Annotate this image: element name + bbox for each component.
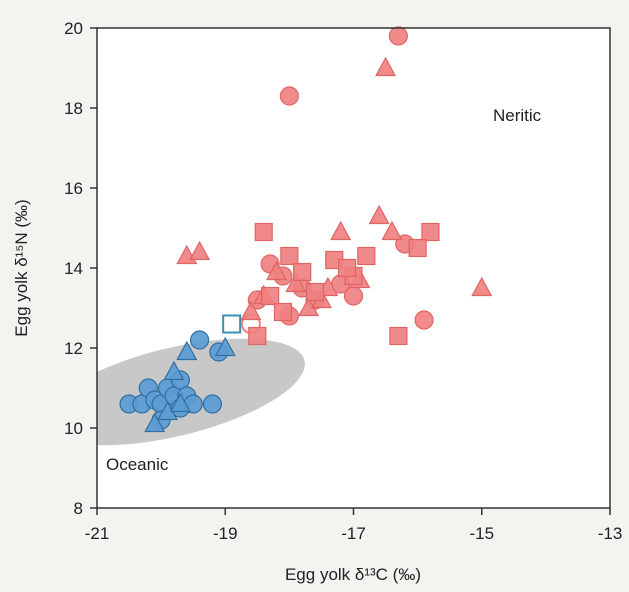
- x-axis-title: Egg yolk δ¹³C (‰): [285, 565, 421, 584]
- oceanic-triangle-point: [214, 336, 236, 357]
- x-tick-label: -13: [598, 524, 623, 543]
- neritic-square-point: [421, 222, 440, 242]
- neritic-square-point: [337, 258, 357, 278]
- neritic-triangle-point: [189, 240, 211, 261]
- neritic-square-point: [261, 286, 280, 306]
- neritic-square-point: [280, 246, 299, 266]
- axis-ticks-layer: -21 -19 -17 -15 -13 8 10 12 14 16 18 20: [64, 19, 622, 543]
- x-tick-label: -21: [85, 524, 110, 543]
- neritic-square-point: [389, 326, 408, 346]
- oceanic-triangle-point: [163, 360, 185, 381]
- neritic-square-point: [305, 282, 325, 302]
- x-tick-label: -19: [213, 524, 238, 543]
- neritic-triangle-point: [240, 300, 262, 321]
- neritic-circle-point: [414, 310, 434, 330]
- neritic-triangle-point: [266, 260, 288, 281]
- neritic-region-label: Neritic: [493, 106, 542, 125]
- neritic-triangle-point: [285, 272, 307, 293]
- oceanic-triangle-point: [176, 340, 198, 361]
- y-tick-label: 16: [64, 179, 83, 198]
- neritic-circle-point: [343, 286, 364, 306]
- neritic-square-point: [248, 326, 267, 346]
- y-tick-label: 8: [74, 499, 83, 518]
- y-tick-label: 18: [64, 99, 83, 118]
- oceanic-circle-point: [190, 330, 210, 350]
- neritic-triangle-point: [368, 204, 390, 225]
- neritic-triangle-point: [330, 220, 352, 241]
- y-tick-label: 20: [64, 19, 83, 38]
- neritic-square-point: [357, 246, 376, 266]
- y-tick-label: 12: [64, 339, 83, 358]
- y-tick-label: 10: [64, 419, 83, 438]
- neritic-square-point: [408, 238, 427, 258]
- oceanic-ellipse: [97, 338, 305, 446]
- neritic-square-point: [293, 262, 312, 282]
- neritic-square-point: [254, 222, 273, 242]
- neritic-triangle-point: [471, 276, 493, 297]
- open-square-point: [222, 314, 242, 334]
- oceanic-triangle-point: [169, 392, 191, 413]
- oceanic-circle-point: [202, 394, 223, 414]
- oceanic-region-layer: [97, 338, 305, 446]
- neritic-circle-point: [279, 86, 299, 106]
- oceanic-region-label: Oceanic: [106, 455, 169, 474]
- neritic-triangle-point: [381, 220, 403, 241]
- neritic-triangle-point: [375, 56, 397, 77]
- x-tick-label: -17: [341, 524, 366, 543]
- y-axis-title: Egg yolk δ¹⁵N (‰): [12, 199, 31, 336]
- neritic-square-point: [273, 302, 293, 322]
- x-tick-label: -15: [469, 524, 494, 543]
- data-points-layer: [119, 26, 493, 433]
- neritic-circle-point: [388, 26, 408, 46]
- oceanic-triangle-point: [144, 412, 166, 433]
- y-tick-label: 14: [64, 259, 83, 278]
